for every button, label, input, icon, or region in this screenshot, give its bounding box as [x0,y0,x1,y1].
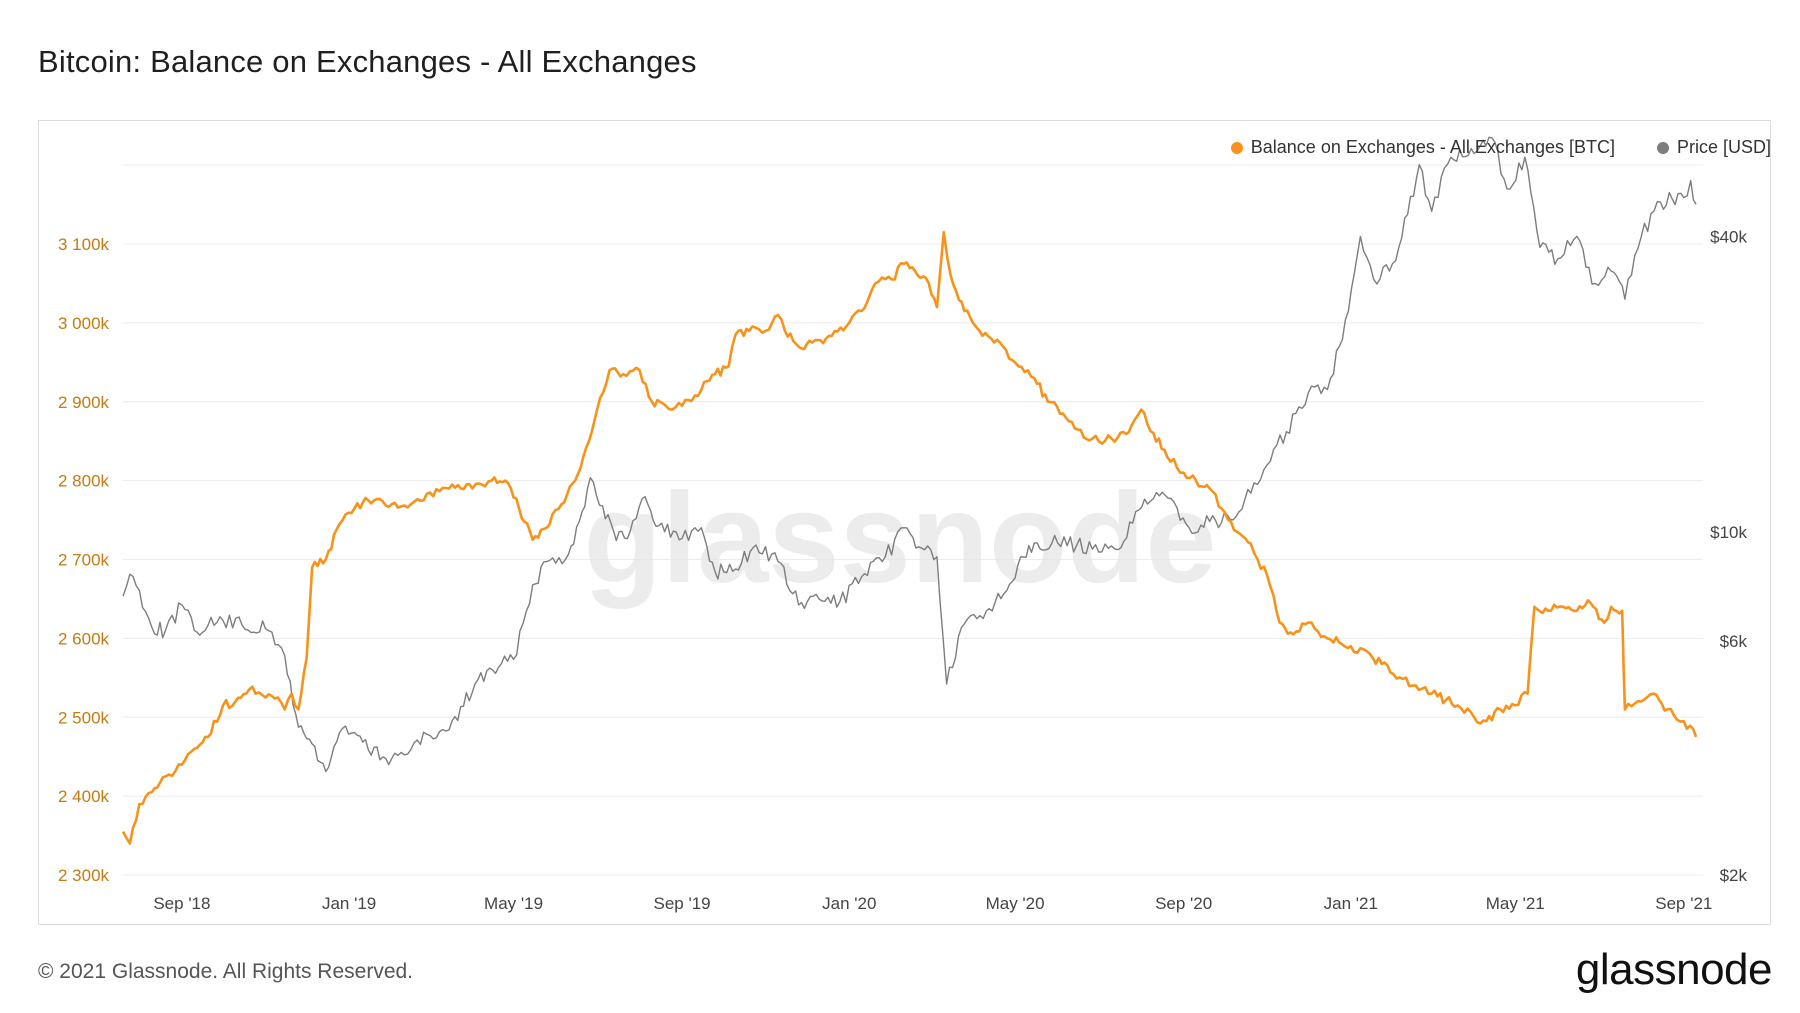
legend-label-balance: Balance on Exchanges - All Exchanges [BT… [1250,137,1615,157]
x-axis-label-0: Sep '18 [153,894,210,913]
left-axis: 2 300k 2 400k 2 500k 2 600k 2 700k 2 800k 2 90… [58,235,110,885]
left-axis-label-5: 2 800k [58,472,110,491]
x-axis: Sep '18 Jan '19 May '19 Sep '19 Jan '20 May '… [153,894,1712,913]
x-axis-label-7: Jan '21 [1324,894,1378,913]
left-axis-label-0: 2 300k [58,866,110,885]
left-axis-label-3: 2 600k [58,629,110,648]
x-axis-label-6: Sep '20 [1155,894,1212,913]
right-axis-label-1: $6k [1720,632,1748,651]
chart-panel [38,120,1771,925]
x-axis-label-3: Sep '19 [654,894,711,913]
x-axis-label-4: Jan '20 [822,894,876,913]
legend-label-price: Price [USD] [1676,137,1771,157]
left-axis-label-4: 2 700k [58,551,110,570]
legend: Balance on Exchanges - All Exchanges [BT… [1230,137,1771,158]
x-axis-label-1: Jan '19 [322,894,376,913]
chart-title: Bitcoin: Balance on Exchanges - All Exch… [38,44,697,79]
series-line-balance [121,230,1698,845]
legend-item-price[interactable]: Price [USD] [1656,137,1771,158]
copyright-text: © 2021 Glassnode. All Rights Reserved. [38,960,414,983]
legend-dot-balance [1230,141,1243,154]
right-axis-label-0: $2k [1720,866,1748,885]
left-axis-label-2: 2 500k [58,708,110,727]
right-axis: $2k $6k $10k $40k [1710,227,1747,885]
left-axis-label-6: 2 900k [58,393,110,412]
x-axis-label-2: May '19 [484,894,543,913]
left-axis-label-7: 3 000k [58,314,110,333]
legend-dot-price [1656,141,1669,154]
right-axis-label-2: $10k [1710,523,1747,542]
glassnode-logo: glassnode [1575,945,1773,994]
balance-series [121,230,1698,845]
right-axis-label-3: $40k [1710,227,1747,246]
x-axis-label-9: Sep '21 [1655,894,1712,913]
legend-item-balance[interactable]: Balance on Exchanges - All Exchanges [BT… [1230,137,1615,158]
left-axis-label-1: 2 400k [58,787,110,806]
x-axis-label-5: May '20 [986,894,1045,913]
series-line-price [122,136,1697,773]
grid-lines [123,164,1703,876]
price-series [122,136,1697,773]
left-axis-label-8: 3 100k [58,235,110,254]
x-axis-label-8: May '21 [1486,894,1545,913]
